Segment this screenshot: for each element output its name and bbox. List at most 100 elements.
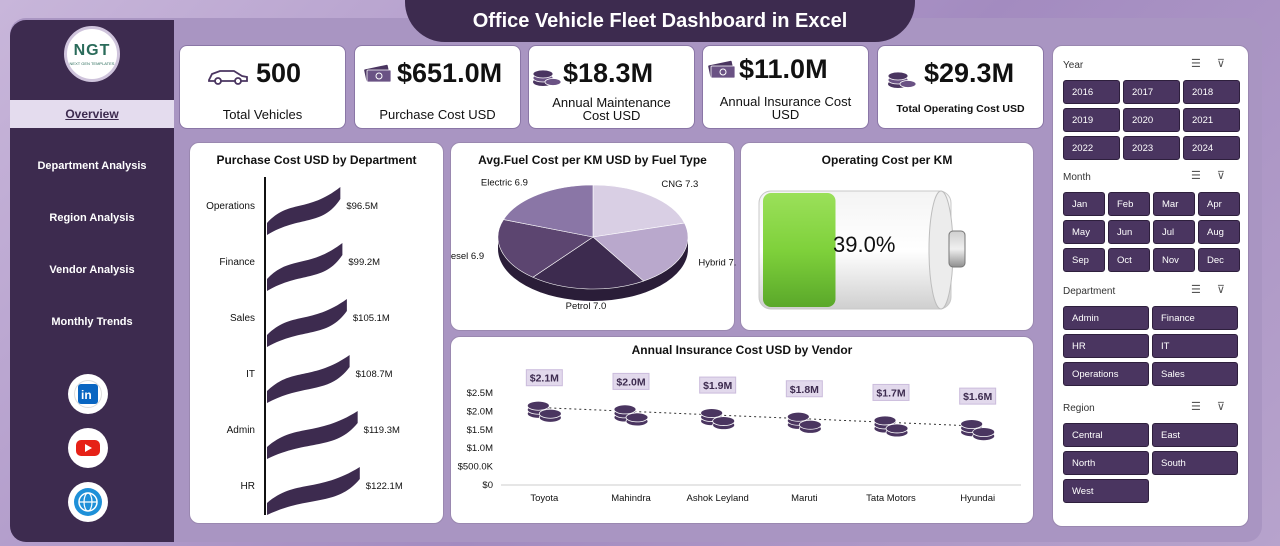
chart-title: Operating Cost per KM — [821, 153, 953, 167]
page-title: Office Vehicle Fleet Dashboard in Excel — [405, 0, 915, 42]
data-point[interactable] — [613, 404, 649, 427]
youtube-button[interactable] — [68, 428, 108, 468]
slicer-month-may[interactable]: May — [1063, 220, 1105, 244]
pie-slice[interactable] — [503, 184, 594, 238]
multi-select-icon[interactable]: ☰ — [1191, 401, 1217, 413]
slicer-month-apr[interactable]: Apr — [1198, 192, 1240, 216]
nav-department-analysis[interactable]: Department Analysis — [37, 160, 147, 172]
region-slicer-icons[interactable]: ☰⊽ — [1191, 400, 1241, 413]
clear-filter-icon[interactable]: ⊽ — [1216, 170, 1241, 182]
slicer-year-2017[interactable]: 2017 — [1123, 80, 1180, 104]
slicer-month-oct[interactable]: Oct — [1108, 248, 1150, 272]
month-slicer-icons[interactable]: ☰⊽ — [1191, 169, 1241, 182]
multi-select-icon[interactable]: ☰ — [1191, 58, 1217, 70]
bar[interactable] — [267, 243, 343, 291]
pie-label: Hybrid 7.2 — [698, 258, 736, 269]
x-tick-label: Tata Motors — [866, 493, 916, 504]
slicer-region-east[interactable]: East — [1152, 423, 1238, 447]
bar[interactable] — [267, 299, 347, 347]
kpi-label: Purchase Cost USD — [379, 107, 496, 122]
nav-overview[interactable]: Overview — [10, 100, 174, 128]
department-slicer-icons[interactable]: ☰⊽ — [1191, 283, 1241, 296]
data-point[interactable] — [700, 408, 736, 430]
pie-slice[interactable] — [532, 236, 645, 290]
slicer-month-sep[interactable]: Sep — [1063, 248, 1105, 272]
slicer-panel: Year ☰⊽ 2016 2017 2018 2019 2020 2021 2022 2023… — [1052, 45, 1249, 527]
multi-select-icon[interactable]: ☰ — [1191, 284, 1217, 296]
slicer-department-sales[interactable]: Sales — [1152, 362, 1238, 386]
data-label: $105.1M — [353, 313, 390, 324]
slicer-year-2022[interactable]: 2022 — [1063, 136, 1120, 160]
data-label-box — [699, 376, 737, 394]
slicer-month-nov[interactable]: Nov — [1153, 248, 1195, 272]
logo: NGT NEXT GEN TEMPLATES — [64, 26, 120, 82]
slicer-department-operations[interactable]: Operations — [1063, 362, 1149, 386]
car-icon — [208, 70, 248, 85]
kpi-value: $29.3M — [924, 58, 1015, 88]
kpi-maintenance-cost: $18.3M Annual Maintenance Cost USD — [528, 45, 695, 129]
kpi-value: 500 — [256, 58, 302, 88]
bar[interactable] — [267, 411, 358, 459]
data-label: $2.1M — [530, 373, 559, 385]
chart-insurance-by-vendor: Annual Insurance Cost USD by Vendor $0 $5… — [450, 336, 1034, 524]
slicer-region-north[interactable]: North — [1063, 451, 1149, 475]
battery-gauge: 39.0% — [758, 190, 966, 310]
slicer-year-2020[interactable]: 2020 — [1123, 108, 1180, 132]
chart-title: Purchase Cost USD by Department — [216, 153, 417, 167]
bar[interactable] — [267, 467, 360, 515]
pie-label: CNG 7.3 — [661, 179, 698, 190]
slicer-year-2016[interactable]: 2016 — [1063, 80, 1120, 104]
y-tick-label: $0 — [482, 480, 493, 491]
slicer-year-2024[interactable]: 2024 — [1183, 136, 1240, 160]
slicer-month-aug[interactable]: Aug — [1198, 220, 1240, 244]
coins-icon — [532, 69, 562, 86]
slicer-region-central[interactable]: Central — [1063, 423, 1149, 447]
nav-region-analysis[interactable]: Region Analysis — [49, 212, 135, 224]
data-point[interactable] — [873, 415, 909, 438]
slicer-department-admin[interactable]: Admin — [1063, 306, 1149, 330]
slicer-month-mar[interactable]: Mar — [1153, 192, 1195, 216]
data-point[interactable] — [526, 400, 562, 423]
nav-monthly-trends[interactable]: Monthly Trends — [51, 316, 133, 328]
linkedin-button[interactable]: in — [68, 374, 108, 414]
pie-slice[interactable] — [592, 184, 685, 238]
slicer-year-2021[interactable]: 2021 — [1183, 108, 1240, 132]
year-slicer-icons[interactable]: ☰⊽ — [1191, 57, 1241, 70]
slicer-department-it[interactable]: IT — [1152, 334, 1238, 358]
slicer-year-2018[interactable]: 2018 — [1183, 80, 1240, 104]
slicer-year-2019[interactable]: 2019 — [1063, 108, 1120, 132]
pie-slice[interactable] — [497, 219, 594, 278]
department-slicer-title: Department — [1063, 286, 1116, 297]
kpi-total-vehicles: 500 Total Vehicles — [179, 45, 346, 129]
clear-filter-icon[interactable]: ⊽ — [1216, 284, 1241, 296]
kpi-insurance-cost: $11.0M Annual Insurance Cost USD — [702, 45, 869, 129]
website-button[interactable] — [68, 482, 108, 522]
slicer-department-hr[interactable]: HR — [1063, 334, 1149, 358]
multi-select-icon[interactable]: ☰ — [1191, 170, 1217, 182]
data-point[interactable] — [786, 411, 822, 434]
slicer-year-2023[interactable]: 2023 — [1123, 136, 1180, 160]
nav-vendor-analysis[interactable]: Vendor Analysis — [49, 264, 135, 276]
slicer-month-jan[interactable]: Jan — [1063, 192, 1105, 216]
pie-label: Diesel 6.9 — [451, 251, 484, 262]
bar[interactable] — [267, 355, 350, 403]
svg-text:in: in — [81, 388, 92, 402]
globe-icon — [74, 488, 102, 516]
slicer-month-jul[interactable]: Jul — [1153, 220, 1195, 244]
pie-slice[interactable] — [592, 222, 689, 282]
chart-title: Avg.Fuel Cost per KM USD by Fuel Type — [478, 153, 707, 167]
slicer-region-west[interactable]: West — [1063, 479, 1149, 503]
clear-filter-icon[interactable]: ⊽ — [1216, 58, 1241, 70]
slicer-region-south[interactable]: South — [1152, 451, 1238, 475]
slicer-month-dec[interactable]: Dec — [1198, 248, 1240, 272]
data-point[interactable] — [960, 419, 996, 442]
clear-filter-icon[interactable]: ⊽ — [1216, 401, 1241, 413]
slicer-department-finance[interactable]: Finance — [1152, 306, 1238, 330]
vendor-chart: $0 $500.0K $1.0M $1.5M $2.0M $2.5M Toyota Mahin… — [458, 369, 1021, 504]
slicer-month-feb[interactable]: Feb — [1108, 192, 1150, 216]
data-label-box — [959, 387, 997, 405]
logo-subtext: NEXT GEN TEMPLATES — [69, 61, 115, 66]
bar[interactable] — [267, 187, 341, 235]
region-slicer-title: Region — [1063, 403, 1095, 414]
slicer-month-jun[interactable]: Jun — [1108, 220, 1150, 244]
